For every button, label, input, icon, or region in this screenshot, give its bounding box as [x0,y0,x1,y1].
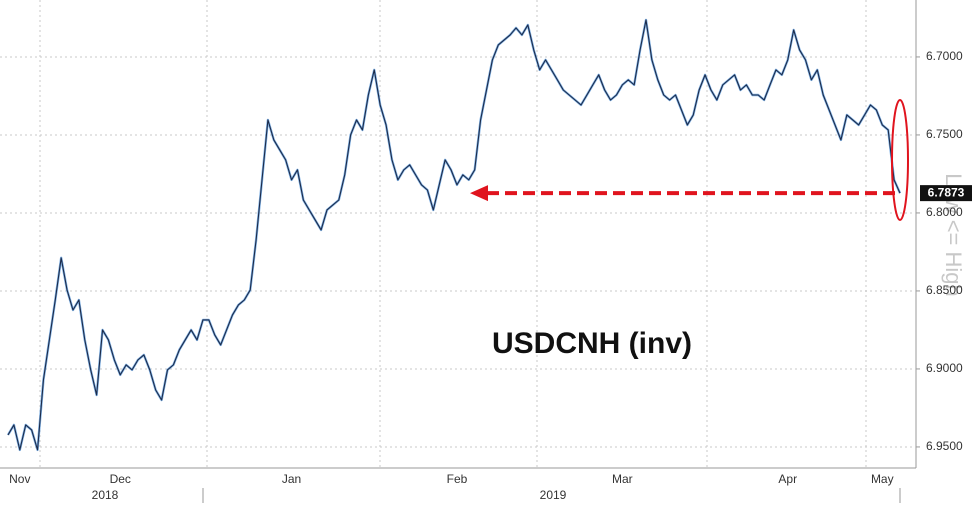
year-label: 2019 [540,488,567,502]
x-tick-label: Jan [282,472,301,486]
last-value-label: 6.7873 [928,185,965,199]
last-value-box [920,185,972,202]
year-label: 2018 [92,488,119,502]
highlight-ring [891,99,909,221]
arrow-head [470,185,488,202]
y-tick-label: 6.8500 [926,283,963,297]
y-tick-label: 6.7500 [926,127,963,141]
x-tick-label: Apr [778,472,797,486]
y-tick-label: 6.7000 [926,49,963,63]
series-line [7,19,901,451]
x-tick-label: Nov [9,472,30,486]
y-tick-label: 6.9000 [926,361,963,375]
y-tick-label: 6.8000 [926,205,963,219]
y-tick-label: 6.9500 [926,439,963,453]
x-tick-label: May [871,472,894,486]
x-tick-label: Dec [110,472,131,486]
month-grid [39,0,867,468]
x-tick-label: Feb [447,472,468,486]
chart-annotation: USDCNH (inv) [492,327,692,360]
x-tick-label: Mar [612,472,633,486]
